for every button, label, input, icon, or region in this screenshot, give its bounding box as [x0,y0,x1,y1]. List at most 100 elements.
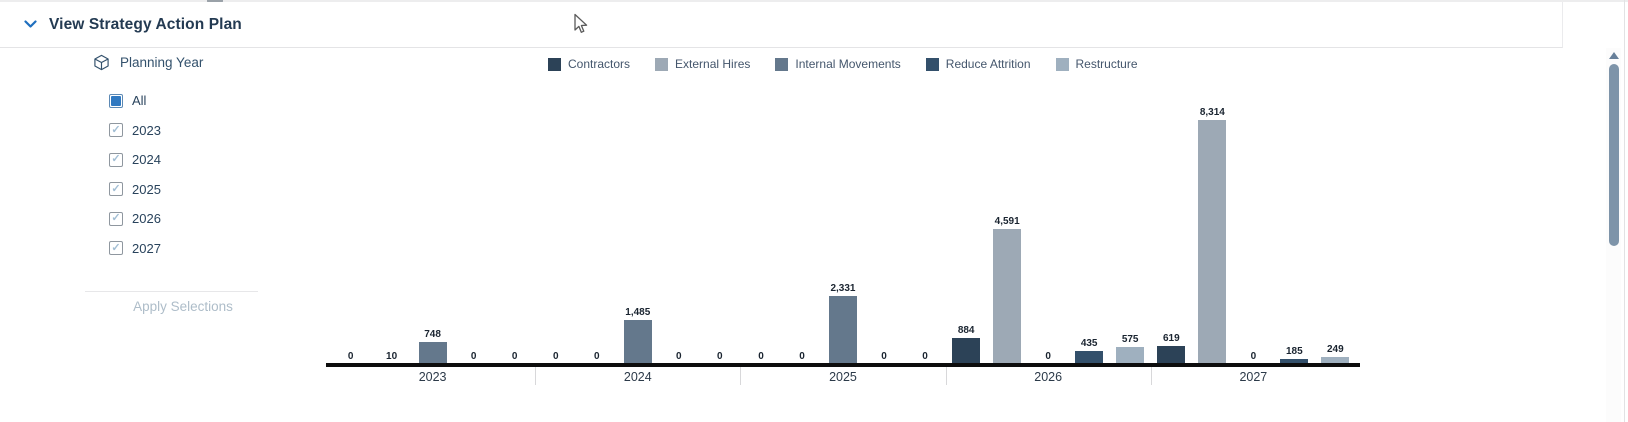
reduce-attrition-bar-2027[interactable] [1280,358,1309,364]
external-hires-bar-2027[interactable] [1198,120,1227,364]
checkbox-label: 2024 [132,152,161,168]
bar-slot: 185 [1274,346,1315,364]
year-checkbox[interactable]: ✓ [109,182,123,197]
legend-swatch [775,57,789,71]
checkbox-label: 2027 [132,240,161,256]
window-right-border [1624,0,1625,422]
data-label: 619 [1163,332,1180,344]
checkbox-label: All [132,93,147,109]
reduce-attrition-bar-2026[interactable] [1075,351,1104,364]
year-checkbox[interactable]: ✓ [109,211,123,226]
restructure-bar-2027[interactable] [1321,356,1350,364]
data-label: 0 [758,351,764,362]
internal-movements-bar-2024[interactable] [623,320,652,364]
scrollbar-up-arrow[interactable] [1609,52,1619,59]
bar-slot: 0 [535,351,576,364]
restructure-bar-2026[interactable] [1116,347,1145,364]
bar-slot: 575 [1110,334,1151,364]
data-label: 0 [1250,351,1257,362]
filter-option-2026[interactable]: ✓ 2026 [109,204,161,234]
legend-swatch [925,57,939,71]
bar-slot: 8,314 [1192,107,1233,364]
filter-option-2025[interactable]: ✓ 2025 [109,175,161,205]
apply-selections-button[interactable]: Apply Selections [133,299,233,314]
planning-year-filter-list: All ✓ 2023 ✓ 2024 ✓ 2025 ✓ 2026 ✓ 2027 [109,86,161,263]
bar-group-2026: 884 4,591 0 435 575 [946,100,1151,364]
filter-option-2024[interactable]: ✓ 2024 [109,145,161,175]
x-axis-labels: 2023 2024 2025 2026 2027 [330,370,1356,384]
internal-movements-bar-2023[interactable] [418,342,447,364]
checkmark-icon: ✓ [111,153,121,166]
external-hires-bar-2026[interactable] [993,229,1022,364]
filter-panel-title-label: Planning Year [120,55,204,70]
bar-slot: 619 [1151,333,1192,364]
x-axis-label-2023: 2023 [418,370,447,384]
legend-item-internal-movements[interactable]: Internal Movements [775,57,901,71]
x-axis-line [326,363,1360,367]
bar-slot: 0 [330,351,371,364]
select-all-checkbox[interactable] [109,93,123,108]
x-axis-group-separator [535,367,537,385]
data-label: 185 [1286,345,1303,357]
data-label: 0 [594,351,600,362]
legend-label: Reduce Attrition [945,57,1031,71]
legend-swatch [1055,57,1069,71]
year-checkbox[interactable]: ✓ [109,152,123,167]
x-axis-label-2026: 2026 [1034,370,1063,384]
filter-panel-title: Planning Year [93,54,203,71]
checkmark-icon: ✓ [111,241,121,254]
bar-slot: 0 [740,351,781,364]
bar-group-2024: 0 0 1,485 0 0 [535,100,740,364]
bar-slot: 0 [494,351,535,364]
contractors-bar-2027[interactable] [1157,345,1186,364]
bar-slot: 4,591 [987,216,1028,364]
bar-slot: 1,485 [617,307,658,364]
checkmark-icon: ✓ [111,123,121,136]
bar-group-2023: 0 10 748 0 0 [330,100,535,364]
legend-label: External Hires [675,57,751,71]
bar-slot: 0 [863,351,904,364]
legend-item-reduce-attrition[interactable]: Reduce Attrition [925,57,1031,71]
data-label: 0 [881,351,887,362]
dimension-cube-icon [94,54,109,71]
internal-movements-bar-2025[interactable] [828,295,857,364]
data-label: 748 [424,329,441,341]
x-axis-group-separator [740,367,742,385]
legend-swatch [655,57,669,71]
checkmark-icon: ✓ [111,182,121,195]
data-label: 884 [957,325,975,337]
data-label: 0 [717,351,723,362]
bar-slot: 0 [904,351,945,364]
filter-option-all[interactable]: All [109,86,161,116]
bar-slot: 0 [1233,351,1274,364]
checkbox-label: 2026 [132,211,161,227]
data-label: 435 [1080,338,1098,350]
checkmark-icon: ✓ [111,212,121,225]
top-edge-strip [0,0,1628,2]
data-label: 2,331 [830,282,856,294]
legend-item-contractors[interactable]: Contractors [548,57,630,71]
x-axis-label-2027: 2027 [1239,370,1268,384]
x-axis-label-2024: 2024 [623,370,652,384]
page-title: View Strategy Action Plan [49,15,242,33]
filter-option-2027[interactable]: ✓ 2027 [109,234,161,264]
bar-slot: 0 [658,351,699,364]
x-axis-group-separator [1150,367,1152,385]
bar-slot: 10 [371,350,412,364]
year-checkbox[interactable]: ✓ [109,123,123,138]
filter-option-2023[interactable]: ✓ 2023 [109,116,161,146]
legend-item-external-hires[interactable]: External Hires [655,57,750,71]
year-checkbox[interactable]: ✓ [109,241,123,256]
data-label: 0 [676,351,682,362]
bar-slot: 435 [1069,338,1110,364]
scrollbar-thumb[interactable] [1609,64,1619,246]
bar-group-2027: 619 8,314 0 185 249 [1151,100,1356,364]
contractors-bar-2026[interactable] [952,338,981,364]
chevron-down-icon[interactable] [24,20,37,29]
data-label: 10 [386,350,398,362]
x-axis-group-separator [945,367,947,385]
bar-slot: 0 [781,351,822,364]
bar-slot: 0 [1028,351,1069,364]
checkbox-partial-fill [111,95,121,106]
legend-item-restructure[interactable]: Restructure [1055,57,1138,71]
